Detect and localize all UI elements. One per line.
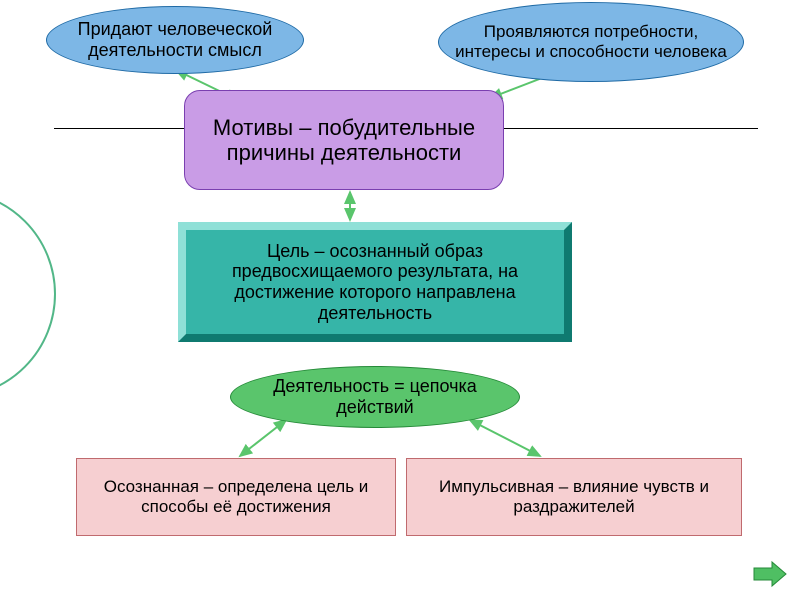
next-slide-button[interactable] (752, 560, 788, 588)
node-activity-text: Деятельность = цепочка действий (239, 376, 511, 417)
node-impulsive-text: Импульсивная – влияние чувств и раздражи… (415, 477, 733, 516)
node-conscious-text: Осознанная – определена цель и способы е… (85, 477, 387, 516)
node-activity: Деятельность = цепочка действий (230, 366, 520, 428)
diagram-canvas: Придают человеческой деятельности смысл … (0, 0, 800, 600)
node-top-right: Проявляются потребности, интересы и спос… (438, 2, 744, 82)
node-top-left: Придают человеческой деятельности смысл (46, 6, 304, 74)
node-conscious: Осознанная – определена цель и способы е… (76, 458, 396, 536)
hr-left (54, 128, 186, 129)
arrow-activity-to-impulsive (470, 420, 540, 456)
node-top-left-text: Придают человеческой деятельности смысл (55, 19, 295, 60)
decorative-ring (0, 190, 56, 398)
hr-right (504, 128, 758, 129)
node-impulsive: Импульсивная – влияние чувств и раздражи… (406, 458, 742, 536)
node-goal-text: Цель – осознанный образ предвосхищаемого… (192, 241, 558, 324)
node-motives: Мотивы – побудительные причины деятельно… (184, 90, 504, 190)
node-motives-text: Мотивы – побудительные причины деятельно… (203, 115, 485, 166)
node-top-right-text: Проявляются потребности, интересы и спос… (445, 22, 737, 61)
node-goal: Цель – осознанный образ предвосхищаемого… (178, 222, 572, 342)
arrow-activity-to-conscious (240, 420, 286, 456)
